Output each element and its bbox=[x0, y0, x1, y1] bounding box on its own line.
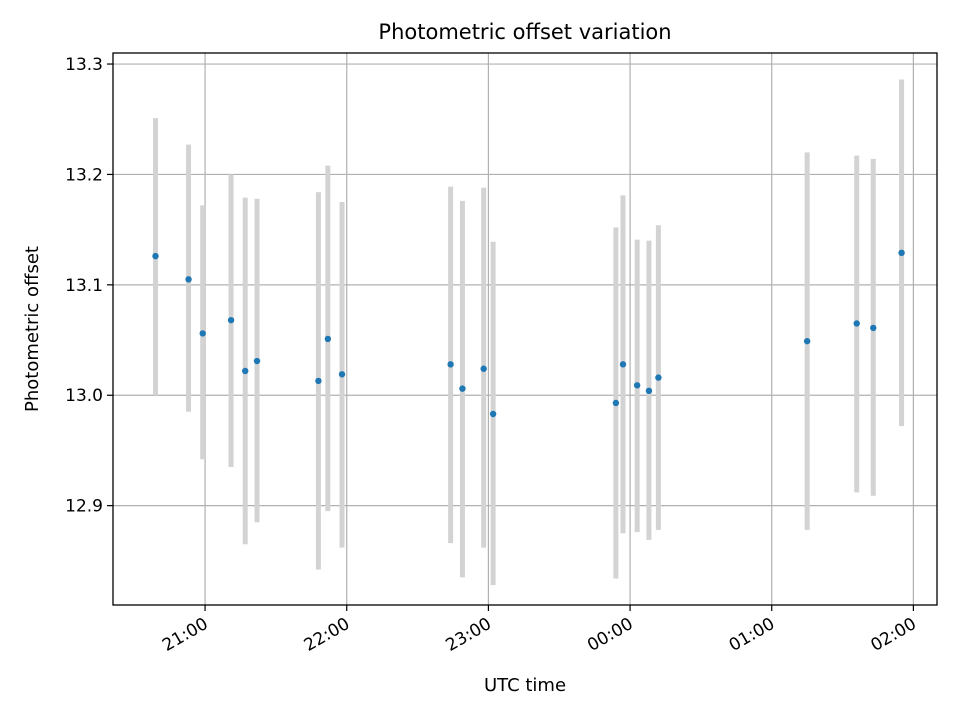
data-point bbox=[185, 276, 192, 283]
data-point bbox=[619, 361, 627, 368]
data-point bbox=[447, 361, 454, 368]
x-axis-label: UTC time bbox=[484, 675, 566, 696]
data-point bbox=[338, 371, 346, 378]
data-point bbox=[480, 365, 487, 372]
data-point bbox=[253, 357, 261, 365]
data-point bbox=[803, 337, 811, 345]
data-point bbox=[227, 316, 235, 324]
y-tick-label: 13.3 bbox=[65, 55, 103, 75]
data-point bbox=[898, 249, 905, 257]
data-point bbox=[315, 377, 322, 385]
data-points bbox=[152, 249, 905, 418]
y-tick-label: 12.9 bbox=[65, 497, 103, 517]
y-axis: 12.9 13.0 13.1 13.2 13.3 bbox=[65, 55, 113, 517]
y-tick-label: 13.1 bbox=[65, 276, 103, 296]
y-tick-label: 13.2 bbox=[65, 165, 103, 185]
data-point bbox=[633, 382, 641, 389]
y-tick-label: 13.0 bbox=[65, 386, 103, 406]
data-point bbox=[199, 330, 206, 337]
data-point bbox=[152, 252, 159, 260]
data-point bbox=[242, 367, 249, 375]
data-point bbox=[489, 410, 497, 418]
chart-title: Photometric offset variation bbox=[378, 20, 671, 44]
data-point bbox=[459, 385, 466, 392]
data-point bbox=[645, 387, 653, 395]
data-point bbox=[612, 399, 620, 407]
data-point bbox=[853, 320, 860, 327]
plot-frame bbox=[112, 52, 938, 606]
data-point bbox=[655, 374, 662, 381]
y-axis-label: Photometric offset bbox=[22, 246, 43, 412]
data-point bbox=[870, 324, 877, 332]
grid bbox=[113, 53, 937, 605]
data-point bbox=[324, 335, 332, 343]
